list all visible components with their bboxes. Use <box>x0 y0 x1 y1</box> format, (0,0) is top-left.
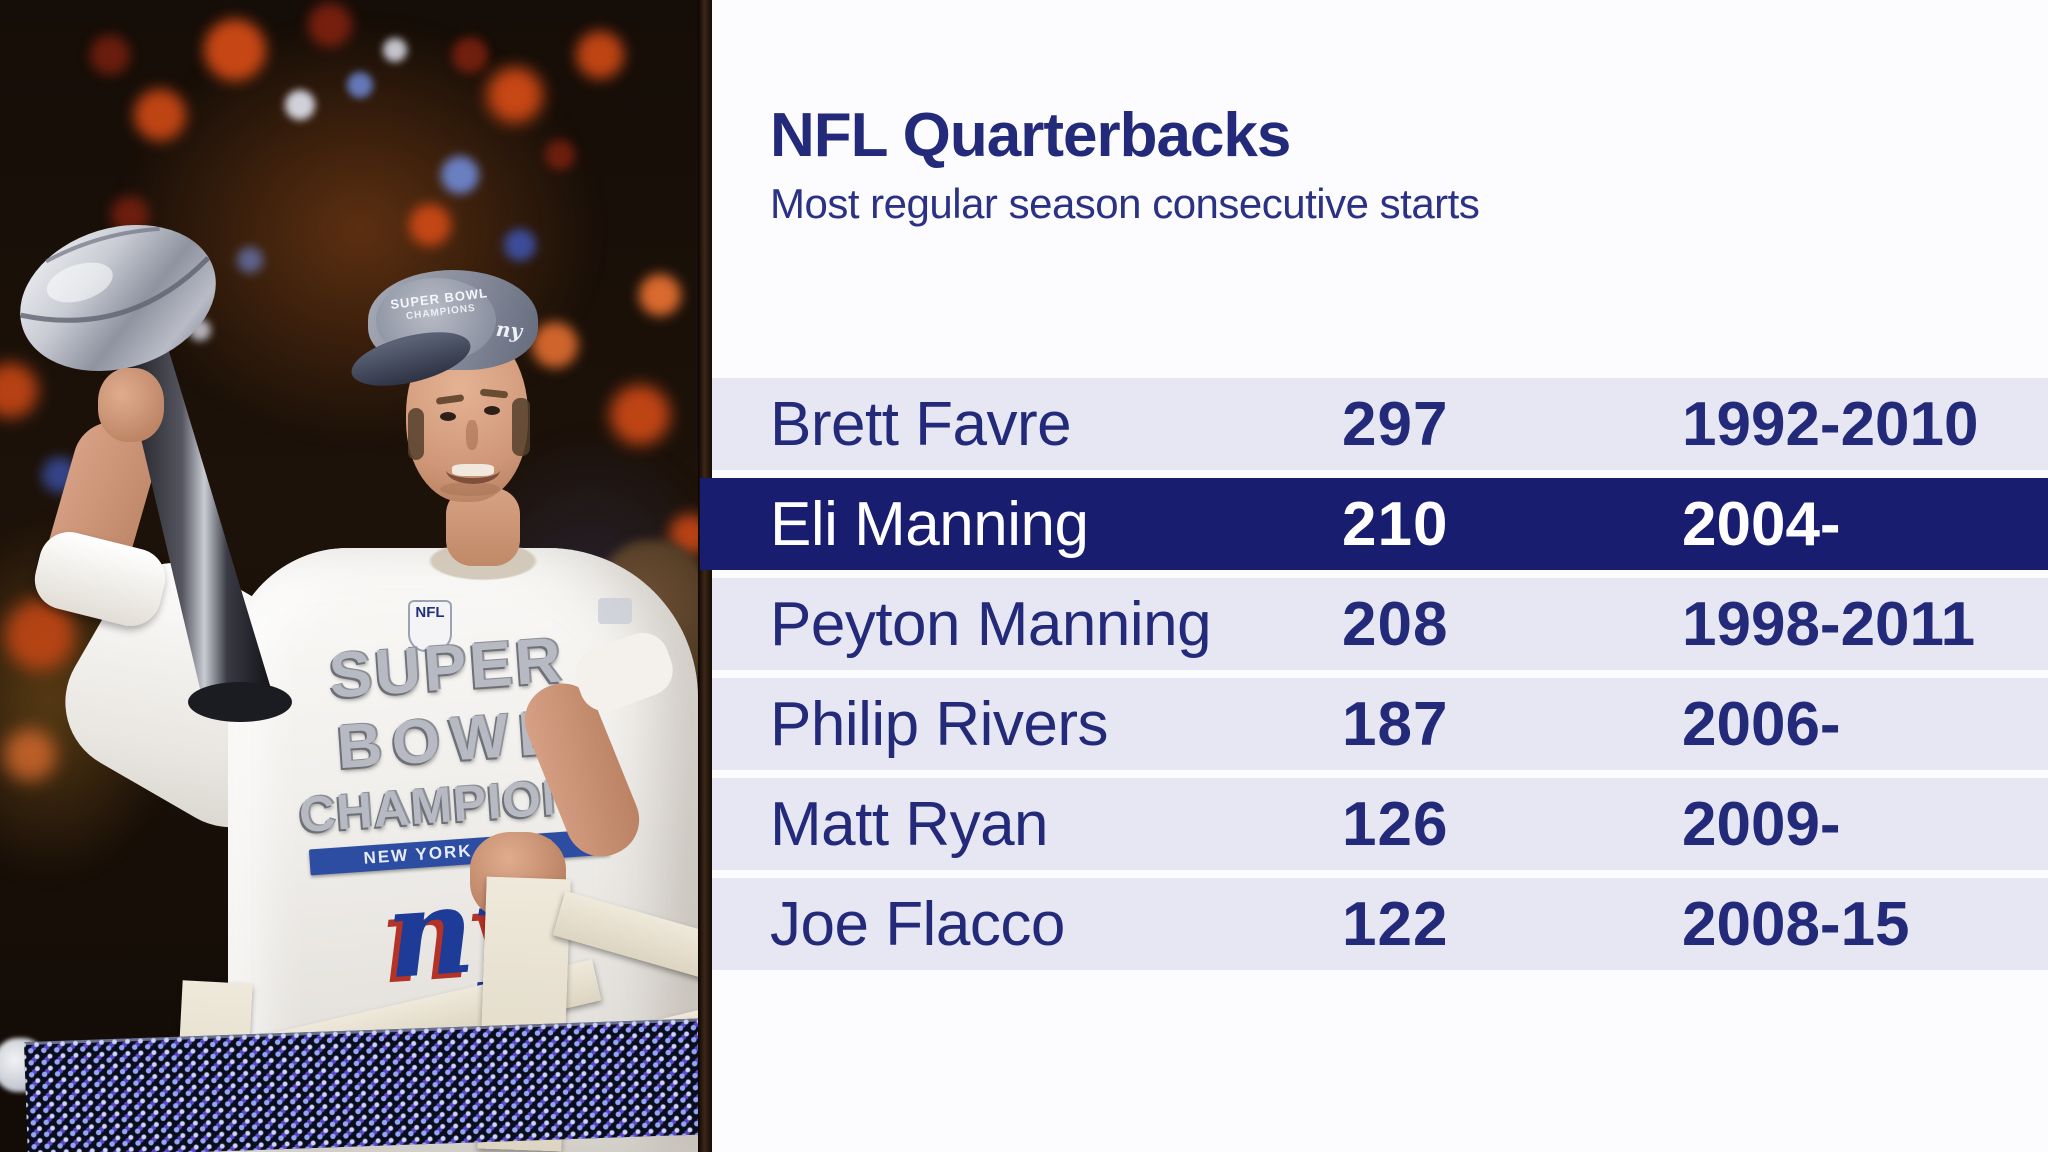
panel-divider <box>698 0 712 1152</box>
table-row: Matt Ryan 126 2009- <box>712 778 2048 870</box>
table-row: Eli Manning 210 2004- <box>700 478 2048 570</box>
teeth <box>452 464 494 476</box>
confetti-dot <box>0 362 38 418</box>
confetti-dot <box>532 322 578 368</box>
qb-starts: 297 <box>1342 389 1449 459</box>
confetti-dot <box>285 90 315 120</box>
sleeve-patch <box>598 598 632 624</box>
confetti-dot <box>134 89 186 141</box>
qb-years: 1992-2010 <box>1682 389 1979 459</box>
qb-name: Peyton Manning <box>770 589 1212 659</box>
confetti-dot <box>347 72 373 98</box>
qb-years: 2008-15 <box>1682 889 1910 959</box>
hair-sideburn <box>408 408 424 460</box>
confetti-dot <box>610 385 670 445</box>
nfl-patch-label: NFL <box>415 604 445 621</box>
confetti-dot <box>504 229 536 261</box>
confetti-dot <box>441 156 479 194</box>
qb-starts: 210 <box>1342 489 1449 559</box>
table-row: Philip Rivers 187 2006- <box>712 678 2048 770</box>
chin-shadow <box>440 482 500 496</box>
confetti-dot <box>383 38 407 62</box>
eye <box>440 412 456 421</box>
confetti-dot <box>452 37 488 73</box>
qb-table: Brett Favre 297 1992-2010 Eli Manning 210 200… <box>700 378 2048 978</box>
qb-years: 2004- <box>1682 489 1841 559</box>
confetti-dot <box>576 31 624 79</box>
led-board <box>23 1018 698 1152</box>
cap-ny-logo: ny <box>494 316 524 344</box>
qb-name: Eli Manning <box>770 489 1089 559</box>
qb-years: 1998-2011 <box>1682 589 1976 659</box>
eye <box>484 406 500 415</box>
confetti-dot <box>639 274 681 316</box>
hair-sideburn <box>512 398 530 456</box>
confetti-dot <box>409 204 451 246</box>
qb-name: Brett Favre <box>770 389 1072 459</box>
lombardi-trophy <box>20 224 292 722</box>
table-row: Joe Flacco 122 2008-15 <box>712 878 2048 970</box>
confetti-dot <box>308 3 352 47</box>
qb-name: Matt Ryan <box>770 789 1049 859</box>
qb-name: Philip Rivers <box>770 689 1109 759</box>
table-row: Brett Favre 297 1992-2010 <box>712 378 2048 470</box>
nose <box>466 420 478 450</box>
confetti-dot <box>487 67 543 123</box>
qb-starts: 208 <box>1342 589 1449 659</box>
confetti-dot <box>237 247 263 273</box>
qb-name: Joe Flacco <box>770 889 1065 959</box>
confetti-dot <box>204 19 266 81</box>
page-subtitle: Most regular season consecutive starts <box>770 180 1480 227</box>
confetti-dot <box>90 35 130 75</box>
photo-eli-manning: NFL SUPER BOWL CHAMPIONS NEW YORK GIANTS… <box>0 0 698 1152</box>
qb-starts: 126 <box>1342 789 1449 859</box>
nfl-shield-patch: NFL <box>408 600 452 652</box>
confetti-dot <box>4 729 56 781</box>
page-title: NFL Quarterbacks <box>770 101 1291 170</box>
table-row: Peyton Manning 208 1998-2011 <box>712 578 2048 670</box>
smile <box>446 456 500 484</box>
confetti-dot <box>545 140 575 170</box>
stats-panel: NFL Quarterbacks Most regular season con… <box>700 0 2048 1152</box>
qb-starts: 122 <box>1342 889 1449 959</box>
confetti-dot <box>5 600 75 670</box>
eli-fist-on-trophy <box>98 368 164 442</box>
qb-years: 2009- <box>1682 789 1841 859</box>
qb-starts: 187 <box>1342 689 1449 759</box>
qb-years: 2006- <box>1682 689 1841 759</box>
